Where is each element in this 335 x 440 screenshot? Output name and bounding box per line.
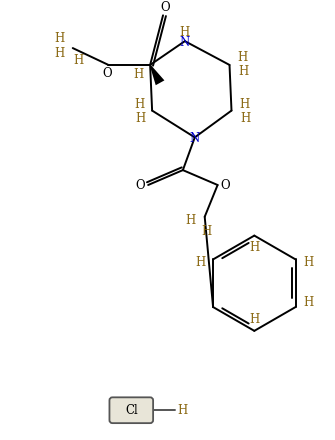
Text: O: O	[221, 180, 230, 192]
Text: H: H	[180, 26, 190, 39]
Text: H: H	[135, 112, 145, 125]
Text: Cl: Cl	[125, 404, 138, 417]
Text: H: H	[55, 32, 65, 44]
FancyBboxPatch shape	[110, 397, 153, 423]
Text: N: N	[190, 132, 200, 145]
Text: N: N	[180, 36, 190, 48]
Text: H: H	[249, 313, 259, 326]
Text: O: O	[160, 1, 170, 14]
Text: H: H	[238, 66, 249, 78]
Text: H: H	[239, 98, 250, 111]
Text: H: H	[134, 98, 144, 111]
Text: H: H	[186, 214, 196, 227]
Text: H: H	[240, 112, 251, 125]
Text: H: H	[237, 51, 248, 63]
Text: H: H	[202, 225, 212, 238]
Text: O: O	[135, 180, 145, 192]
Text: H: H	[133, 68, 143, 81]
Text: H: H	[74, 55, 84, 67]
Text: O: O	[103, 67, 112, 81]
Text: H: H	[55, 47, 65, 59]
Text: H: H	[303, 256, 314, 269]
Polygon shape	[150, 65, 164, 85]
Text: H: H	[249, 241, 259, 254]
Text: H: H	[303, 296, 314, 308]
Text: H: H	[195, 256, 205, 269]
Text: H: H	[178, 404, 188, 417]
